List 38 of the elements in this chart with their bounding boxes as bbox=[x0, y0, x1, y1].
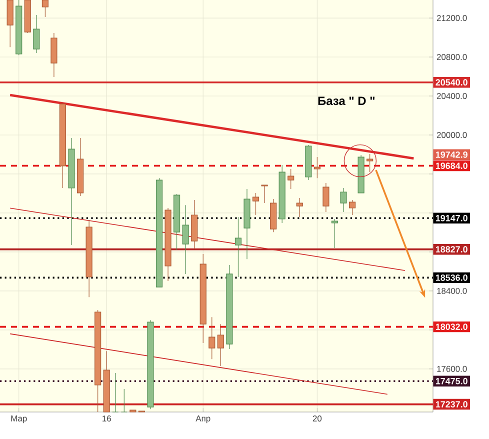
y-tick-label: 18400.0 bbox=[437, 288, 467, 294]
ref-line-label: 18536.0 bbox=[436, 274, 468, 281]
x-tick-label: 16 bbox=[102, 416, 111, 422]
annotation: База " D " bbox=[318, 96, 374, 106]
y-tick-label: 20800.0 bbox=[436, 54, 467, 60]
y-tick-label: 20000.0 bbox=[436, 132, 467, 138]
candlestick bbox=[322, 182, 330, 212]
ref-line-label: 20540.0 bbox=[436, 79, 468, 86]
candlestick bbox=[331, 218, 338, 248]
candlestick bbox=[340, 188, 347, 212]
ref-line-label: 17475.0 bbox=[436, 378, 468, 384]
x-tick-label: 20 bbox=[312, 416, 322, 422]
candlestick bbox=[296, 198, 303, 218]
y-tick-label: 21200.0 bbox=[436, 15, 467, 22]
candlestick bbox=[348, 200, 356, 216]
ref-line-label: 17237.0 bbox=[436, 401, 468, 408]
x-tick-label: Мар bbox=[11, 416, 27, 424]
candlestick bbox=[288, 168, 294, 190]
candlestick bbox=[182, 204, 189, 274]
candlestick bbox=[112, 372, 119, 412]
candlestick bbox=[217, 324, 224, 366]
candlestick bbox=[234, 216, 242, 278]
ref-line-label: 18032.0 bbox=[436, 324, 468, 330]
candlestick bbox=[120, 388, 128, 412]
ref-line-label: 19147.0 bbox=[436, 214, 468, 222]
y-tick-label: 17600.0 bbox=[437, 366, 467, 372]
candlestick bbox=[314, 156, 320, 178]
ref-line-label: 18827.0 bbox=[436, 246, 468, 252]
candlestick bbox=[42, 0, 48, 18]
candlestick bbox=[261, 184, 268, 204]
candlestick bbox=[208, 316, 216, 360]
text: 19742.9 bbox=[436, 151, 468, 158]
y-tick-label: 20400.0 bbox=[436, 93, 467, 99]
ref-line-label: 19684.0 bbox=[436, 162, 468, 169]
x-tick-label: Апр bbox=[196, 416, 210, 424]
candlestick bbox=[252, 192, 260, 216]
candlestick bbox=[366, 154, 374, 172]
candlestick bbox=[33, 14, 40, 54]
